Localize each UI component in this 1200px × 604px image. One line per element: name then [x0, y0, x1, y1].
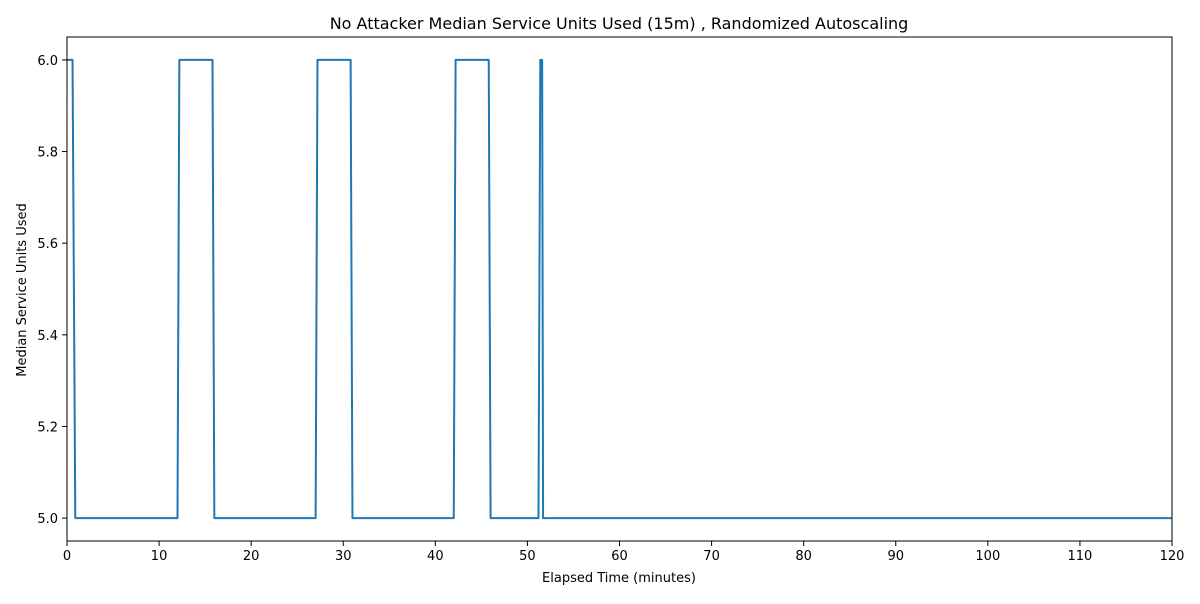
x-tick-label: 10 — [151, 549, 168, 564]
x-tick-label: 90 — [887, 549, 904, 564]
plot-area — [67, 58, 1172, 520]
series-line — [67, 58, 1172, 520]
x-tick-label: 110 — [1068, 549, 1093, 564]
x-tick-label: 70 — [703, 549, 720, 564]
x-tick-label: 100 — [975, 549, 1000, 564]
x-tick-label: 80 — [795, 549, 812, 564]
y-tick-label: 5.6 — [37, 237, 58, 252]
x-tick-label: 30 — [335, 549, 352, 564]
x-axis: 0 10 20 30 40 50 60 70 80 90 100 110 120 — [63, 541, 1185, 564]
y-tick-label: 5.0 — [37, 512, 58, 527]
plot-frame — [66, 36, 1173, 542]
x-tick-label: 60 — [611, 549, 628, 564]
x-tick-label: 40 — [427, 549, 444, 564]
y-tick-label: 5.8 — [37, 146, 58, 161]
y-tick-label: 5.4 — [37, 329, 58, 344]
y-axis-label: Median Service Units Used — [15, 203, 30, 377]
y-tick-label: 6.0 — [37, 54, 58, 69]
x-axis-label: Elapsed Time (minutes) — [542, 571, 696, 586]
x-tick-label: 20 — [243, 549, 260, 564]
x-tick-label: 0 — [63, 549, 71, 564]
chart-title: No Attacker Median Service Units Used (1… — [330, 14, 909, 33]
y-tick-label: 5.2 — [37, 420, 58, 435]
x-tick-label: 50 — [519, 549, 536, 564]
y-axis: 5.0 5.2 5.4 5.6 5.8 6.0 — [37, 54, 67, 527]
x-tick-label: 120 — [1160, 549, 1185, 564]
